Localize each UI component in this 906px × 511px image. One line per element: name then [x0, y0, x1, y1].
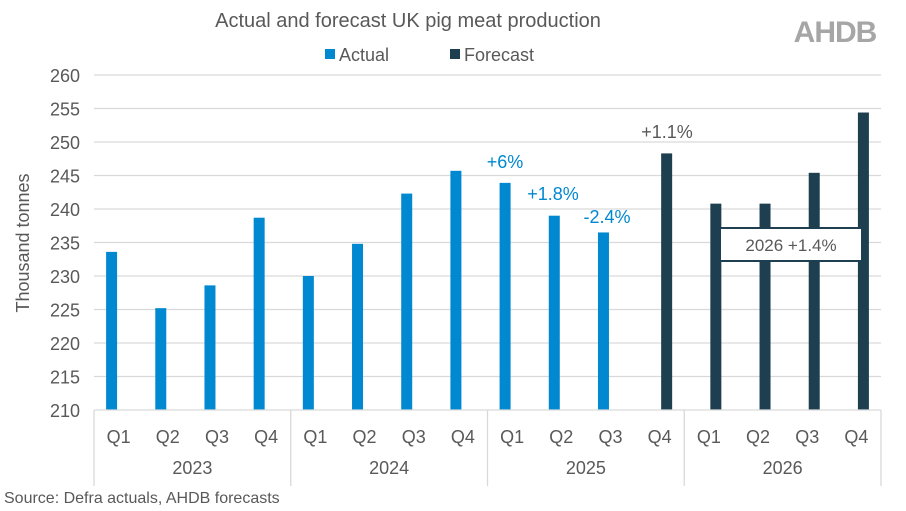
x-tick-label: Q3	[795, 427, 819, 447]
legend-label-actual: Actual	[339, 45, 389, 65]
bar-forecast	[710, 203, 722, 410]
bar-actual	[204, 285, 216, 410]
chart-title: Actual and forecast UK pig meat producti…	[215, 10, 601, 32]
y-tick-label: 240	[50, 200, 80, 220]
x-tick-label: Q2	[746, 427, 770, 447]
x-tick-label: Q2	[156, 427, 180, 447]
bar-forecast	[759, 203, 771, 410]
bar-actual	[253, 217, 265, 410]
x-tick-label: Q1	[303, 427, 327, 447]
year-label: 2025	[566, 458, 606, 478]
y-tick-label: 225	[50, 301, 80, 321]
y-tick-label: 210	[50, 401, 80, 421]
x-tick-label: Q4	[451, 427, 475, 447]
y-tick-label: 230	[50, 267, 80, 287]
y-tick-label: 235	[50, 234, 80, 254]
legend-swatch-forecast	[450, 49, 460, 59]
y-tick-label: 220	[50, 334, 80, 354]
annotation-growth-label: +1.8%	[527, 184, 579, 204]
legend-label-forecast: Forecast	[464, 45, 534, 65]
x-tick-label: Q2	[353, 427, 377, 447]
x-tick-label: Q1	[107, 427, 131, 447]
ahdb-logo: AHDB	[794, 16, 877, 49]
bar-actual	[548, 215, 560, 410]
bar-actual	[302, 276, 314, 410]
x-tick-label: Q4	[648, 427, 672, 447]
bar-actual	[352, 243, 364, 410]
x-tick-label: Q3	[598, 427, 622, 447]
x-tick-label: Q4	[844, 427, 868, 447]
y-tick-label: 260	[50, 66, 80, 86]
x-tick-label: Q3	[205, 427, 229, 447]
y-tick-label: 255	[50, 100, 80, 120]
x-tick-label: Q4	[254, 427, 278, 447]
bar-forecast	[661, 153, 673, 410]
bar-forecast	[808, 172, 820, 410]
bar-forecast	[857, 112, 869, 411]
annotation-growth-label: -2.4%	[583, 207, 630, 227]
source-note: Source: Defra actuals, AHDB forecasts	[4, 490, 280, 507]
annotation-growth-label: +6%	[487, 152, 524, 172]
year-label: 2026	[763, 458, 803, 478]
x-tick-label: Q1	[697, 427, 721, 447]
x-tick-label: Q1	[500, 427, 524, 447]
annotation-box	[719, 227, 863, 262]
bar-actual	[106, 251, 118, 410]
bar-actual	[597, 232, 609, 410]
bar-actual	[450, 170, 462, 410]
y-axis-label: Thousand tonnes	[13, 173, 33, 312]
bar-actual	[499, 182, 511, 410]
annotation-growth-label: +1.1%	[641, 122, 693, 142]
bar-actual	[155, 308, 167, 410]
y-tick-label: 250	[50, 133, 80, 153]
x-tick-label: Q2	[549, 427, 573, 447]
x-tick-label: Q3	[402, 427, 426, 447]
legend: Actual Forecast	[325, 45, 534, 65]
bar-actual	[401, 193, 413, 410]
y-tick-label: 245	[50, 167, 80, 187]
y-tick-label: 215	[50, 368, 80, 388]
annotation-annual-growth: 2026 +1.4%	[745, 236, 836, 255]
legend-swatch-actual	[325, 49, 335, 59]
year-label: 2024	[369, 458, 409, 478]
year-label: 2023	[172, 458, 212, 478]
